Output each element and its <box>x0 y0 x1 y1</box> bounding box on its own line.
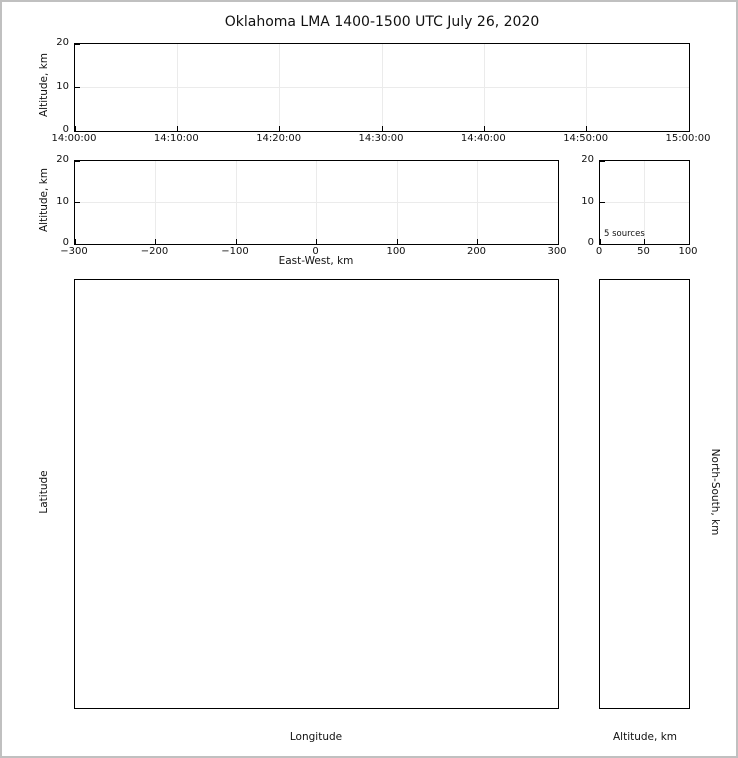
y-tick-mark <box>600 243 605 245</box>
x-tick-mark <box>586 126 588 131</box>
y-tick-mark <box>75 87 80 88</box>
x-tick-mark <box>235 239 237 244</box>
x-tick-mark <box>599 239 601 244</box>
eastwest-height-panel: −300 −200 −100 0 100 200 300 0 10 20 <box>56 154 566 257</box>
y-tick-label: 0 <box>62 124 69 135</box>
altitude-histogram-panel: 0 50 100 0 10 20 5 sources <box>581 154 697 257</box>
x-tick-label: −200 <box>140 246 169 257</box>
figure-title: Oklahoma LMA 1400-1500 UTC July 26, 2020 <box>224 14 540 30</box>
plan-view-map-panel <box>74 279 559 709</box>
x-tick-mark <box>74 126 76 131</box>
y-tick-mark <box>75 202 80 203</box>
x-tick-label: 14:10:00 <box>153 133 199 144</box>
y-tick-mark <box>600 202 605 203</box>
x-tick-label: −300 <box>60 246 88 257</box>
x-tick-mark <box>477 239 478 244</box>
y-tick-label: 20 <box>56 154 69 165</box>
x-tick-label: 100 <box>678 246 698 257</box>
y-tick-label: 10 <box>581 195 594 207</box>
y-tick-label: 0 <box>62 237 69 248</box>
sources-count-label: 5 sources <box>604 229 645 239</box>
gridline <box>75 202 558 203</box>
x-tick-label: 14:20:00 <box>256 133 302 144</box>
y-tick-mark <box>600 160 605 162</box>
y-tick-label: 20 <box>581 154 594 165</box>
y-tick-mark <box>75 160 80 162</box>
y-tick-mark <box>75 243 80 245</box>
x-tick-label: 14:40:00 <box>460 133 506 144</box>
map-ylabel: Latitude <box>38 470 50 514</box>
y-tick-mark <box>75 43 80 45</box>
x-tick-mark <box>381 126 383 131</box>
time-height-panel: 14:00:00 14:10:00 14:20:00 14:30:00 14:40:00… <box>52 37 711 144</box>
ns-panel-ylabel: North-South, km <box>709 448 721 536</box>
y-tick-label: 10 <box>56 80 69 92</box>
y-tick-mark <box>75 130 80 132</box>
x-tick-mark <box>176 126 178 131</box>
gridline <box>600 202 689 203</box>
x-tick-mark <box>279 126 281 131</box>
x-tick-label: 300 <box>547 246 567 257</box>
ns-panel-xlabel: Altitude, km <box>612 731 677 743</box>
x-tick-mark <box>155 239 156 244</box>
y-tick-label: 10 <box>56 195 69 207</box>
gridline <box>75 87 689 88</box>
northsouth-height-panel <box>599 279 690 709</box>
x-tick-label: 0 <box>312 246 319 257</box>
x-tick-mark <box>316 239 317 244</box>
x-tick-mark <box>396 239 398 244</box>
map-xlabel: Longitude <box>289 731 343 743</box>
x-tick-label: 100 <box>386 246 406 257</box>
x-tick-label: 200 <box>466 246 487 257</box>
x-tick-label: 0 <box>595 246 603 257</box>
x-tick-mark <box>557 239 559 244</box>
x-tick-mark <box>74 239 76 244</box>
y-tick-label: 20 <box>56 37 69 48</box>
x-tick-label: 15:00:00 <box>665 133 711 144</box>
x-tick-label: 14:30:00 <box>358 133 404 144</box>
x-tick-mark <box>688 126 690 131</box>
y-tick-label: 0 <box>587 237 594 248</box>
x-tick-label: 50 <box>637 246 650 257</box>
x-tick-mark <box>483 126 485 131</box>
x-tick-label: 14:50:00 <box>563 133 609 144</box>
x-tick-label: −100 <box>221 246 249 257</box>
x-tick-mark <box>644 239 645 244</box>
x-tick-mark <box>688 239 690 244</box>
x-tick-label: 14:00:00 <box>51 133 97 144</box>
